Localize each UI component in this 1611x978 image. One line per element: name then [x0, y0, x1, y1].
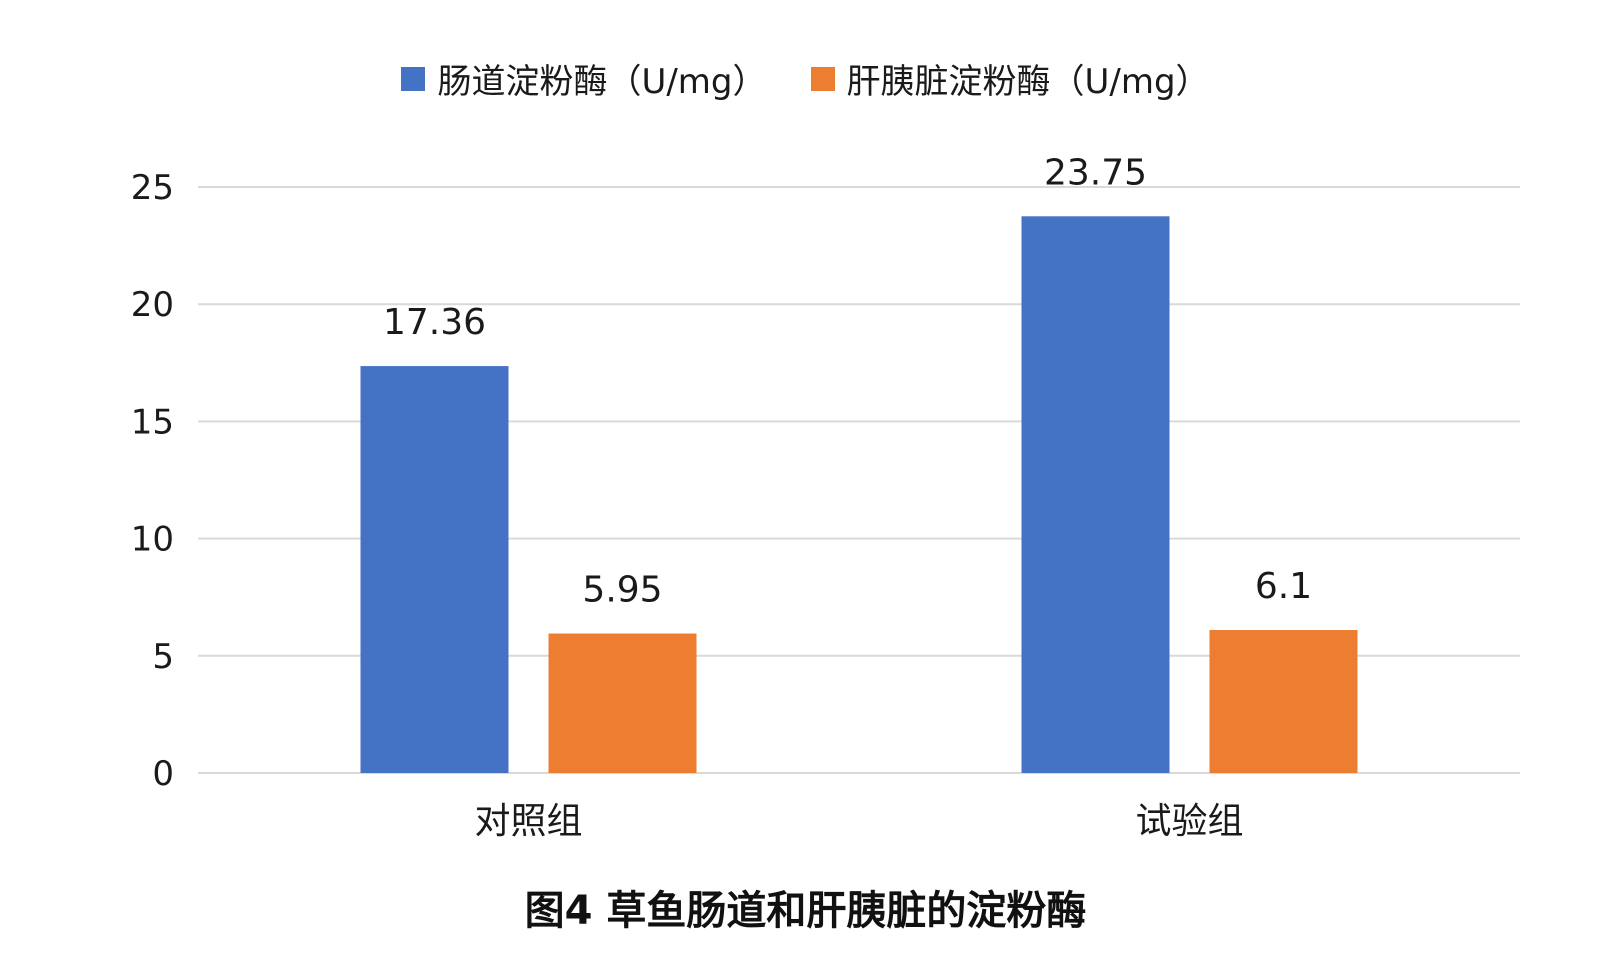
- bar-intestine: [360, 366, 509, 773]
- y-tick-label: 0: [152, 754, 174, 794]
- y-tick-label: 20: [131, 285, 174, 325]
- legend-label-hepatopancreas: 肝胰脏淀粉酶（U/mg）: [846, 62, 1210, 102]
- bar-hepatopancreas: [548, 633, 697, 773]
- y-tick-label: 15: [131, 402, 174, 442]
- data-label: 17.36: [383, 302, 486, 343]
- x-category-label: 试验组: [1135, 801, 1243, 842]
- legend-swatch-intestine: [401, 66, 426, 91]
- bar-intestine: [1021, 216, 1170, 774]
- y-tick-label: 10: [131, 520, 174, 560]
- legend-item-intestine: 肠道淀粉酶（U/mg）: [401, 54, 767, 103]
- data-label: 6.1: [1255, 566, 1312, 607]
- y-tick-label: 25: [131, 168, 174, 208]
- bar-hepatopancreas: [1209, 630, 1358, 773]
- y-tick-label: 5: [152, 637, 174, 677]
- x-category-label: 对照组: [474, 801, 582, 842]
- figure-caption: 图4 草鱼肠道和肝胰脏的淀粉酶: [524, 888, 1087, 934]
- chart-legend: 肠道淀粉酶（U/mg） 肝胰脏淀粉酶（U/mg）: [0, 54, 1611, 103]
- data-label: 5.95: [582, 570, 662, 611]
- legend-item-hepatopancreas: 肝胰脏淀粉酶（U/mg）: [810, 54, 1210, 103]
- legend-swatch-hepatopancreas: [810, 66, 835, 91]
- legend-label-intestine: 肠道淀粉酶（U/mg）: [437, 62, 767, 102]
- data-label: 23.75: [1044, 152, 1147, 193]
